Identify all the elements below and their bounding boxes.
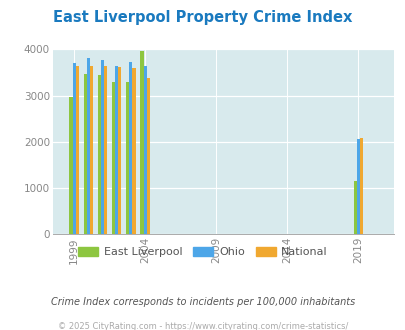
Bar: [146, 78, 149, 234]
Bar: [104, 66, 107, 234]
Text: Crime Index corresponds to incidents per 100,000 inhabitants: Crime Index corresponds to incidents per…: [51, 297, 354, 307]
Bar: [72, 63, 75, 234]
Bar: [115, 66, 118, 234]
Bar: [129, 61, 132, 234]
Bar: [126, 82, 129, 234]
Bar: [112, 82, 115, 234]
Bar: [143, 66, 146, 234]
Text: © 2025 CityRating.com - https://www.cityrating.com/crime-statistics/: © 2025 CityRating.com - https://www.city…: [58, 322, 347, 330]
Bar: [118, 67, 121, 234]
Bar: [69, 97, 72, 234]
Bar: [83, 75, 87, 234]
Legend: East Liverpool, Ohio, National: East Liverpool, Ohio, National: [73, 243, 332, 262]
Bar: [359, 138, 362, 234]
Bar: [353, 181, 356, 234]
Bar: [101, 60, 104, 234]
Bar: [132, 68, 135, 234]
Bar: [90, 66, 93, 234]
Bar: [87, 58, 90, 234]
Bar: [356, 139, 359, 234]
Bar: [75, 66, 79, 234]
Bar: [140, 51, 143, 234]
Bar: [98, 75, 101, 234]
Text: East Liverpool Property Crime Index: East Liverpool Property Crime Index: [53, 10, 352, 25]
